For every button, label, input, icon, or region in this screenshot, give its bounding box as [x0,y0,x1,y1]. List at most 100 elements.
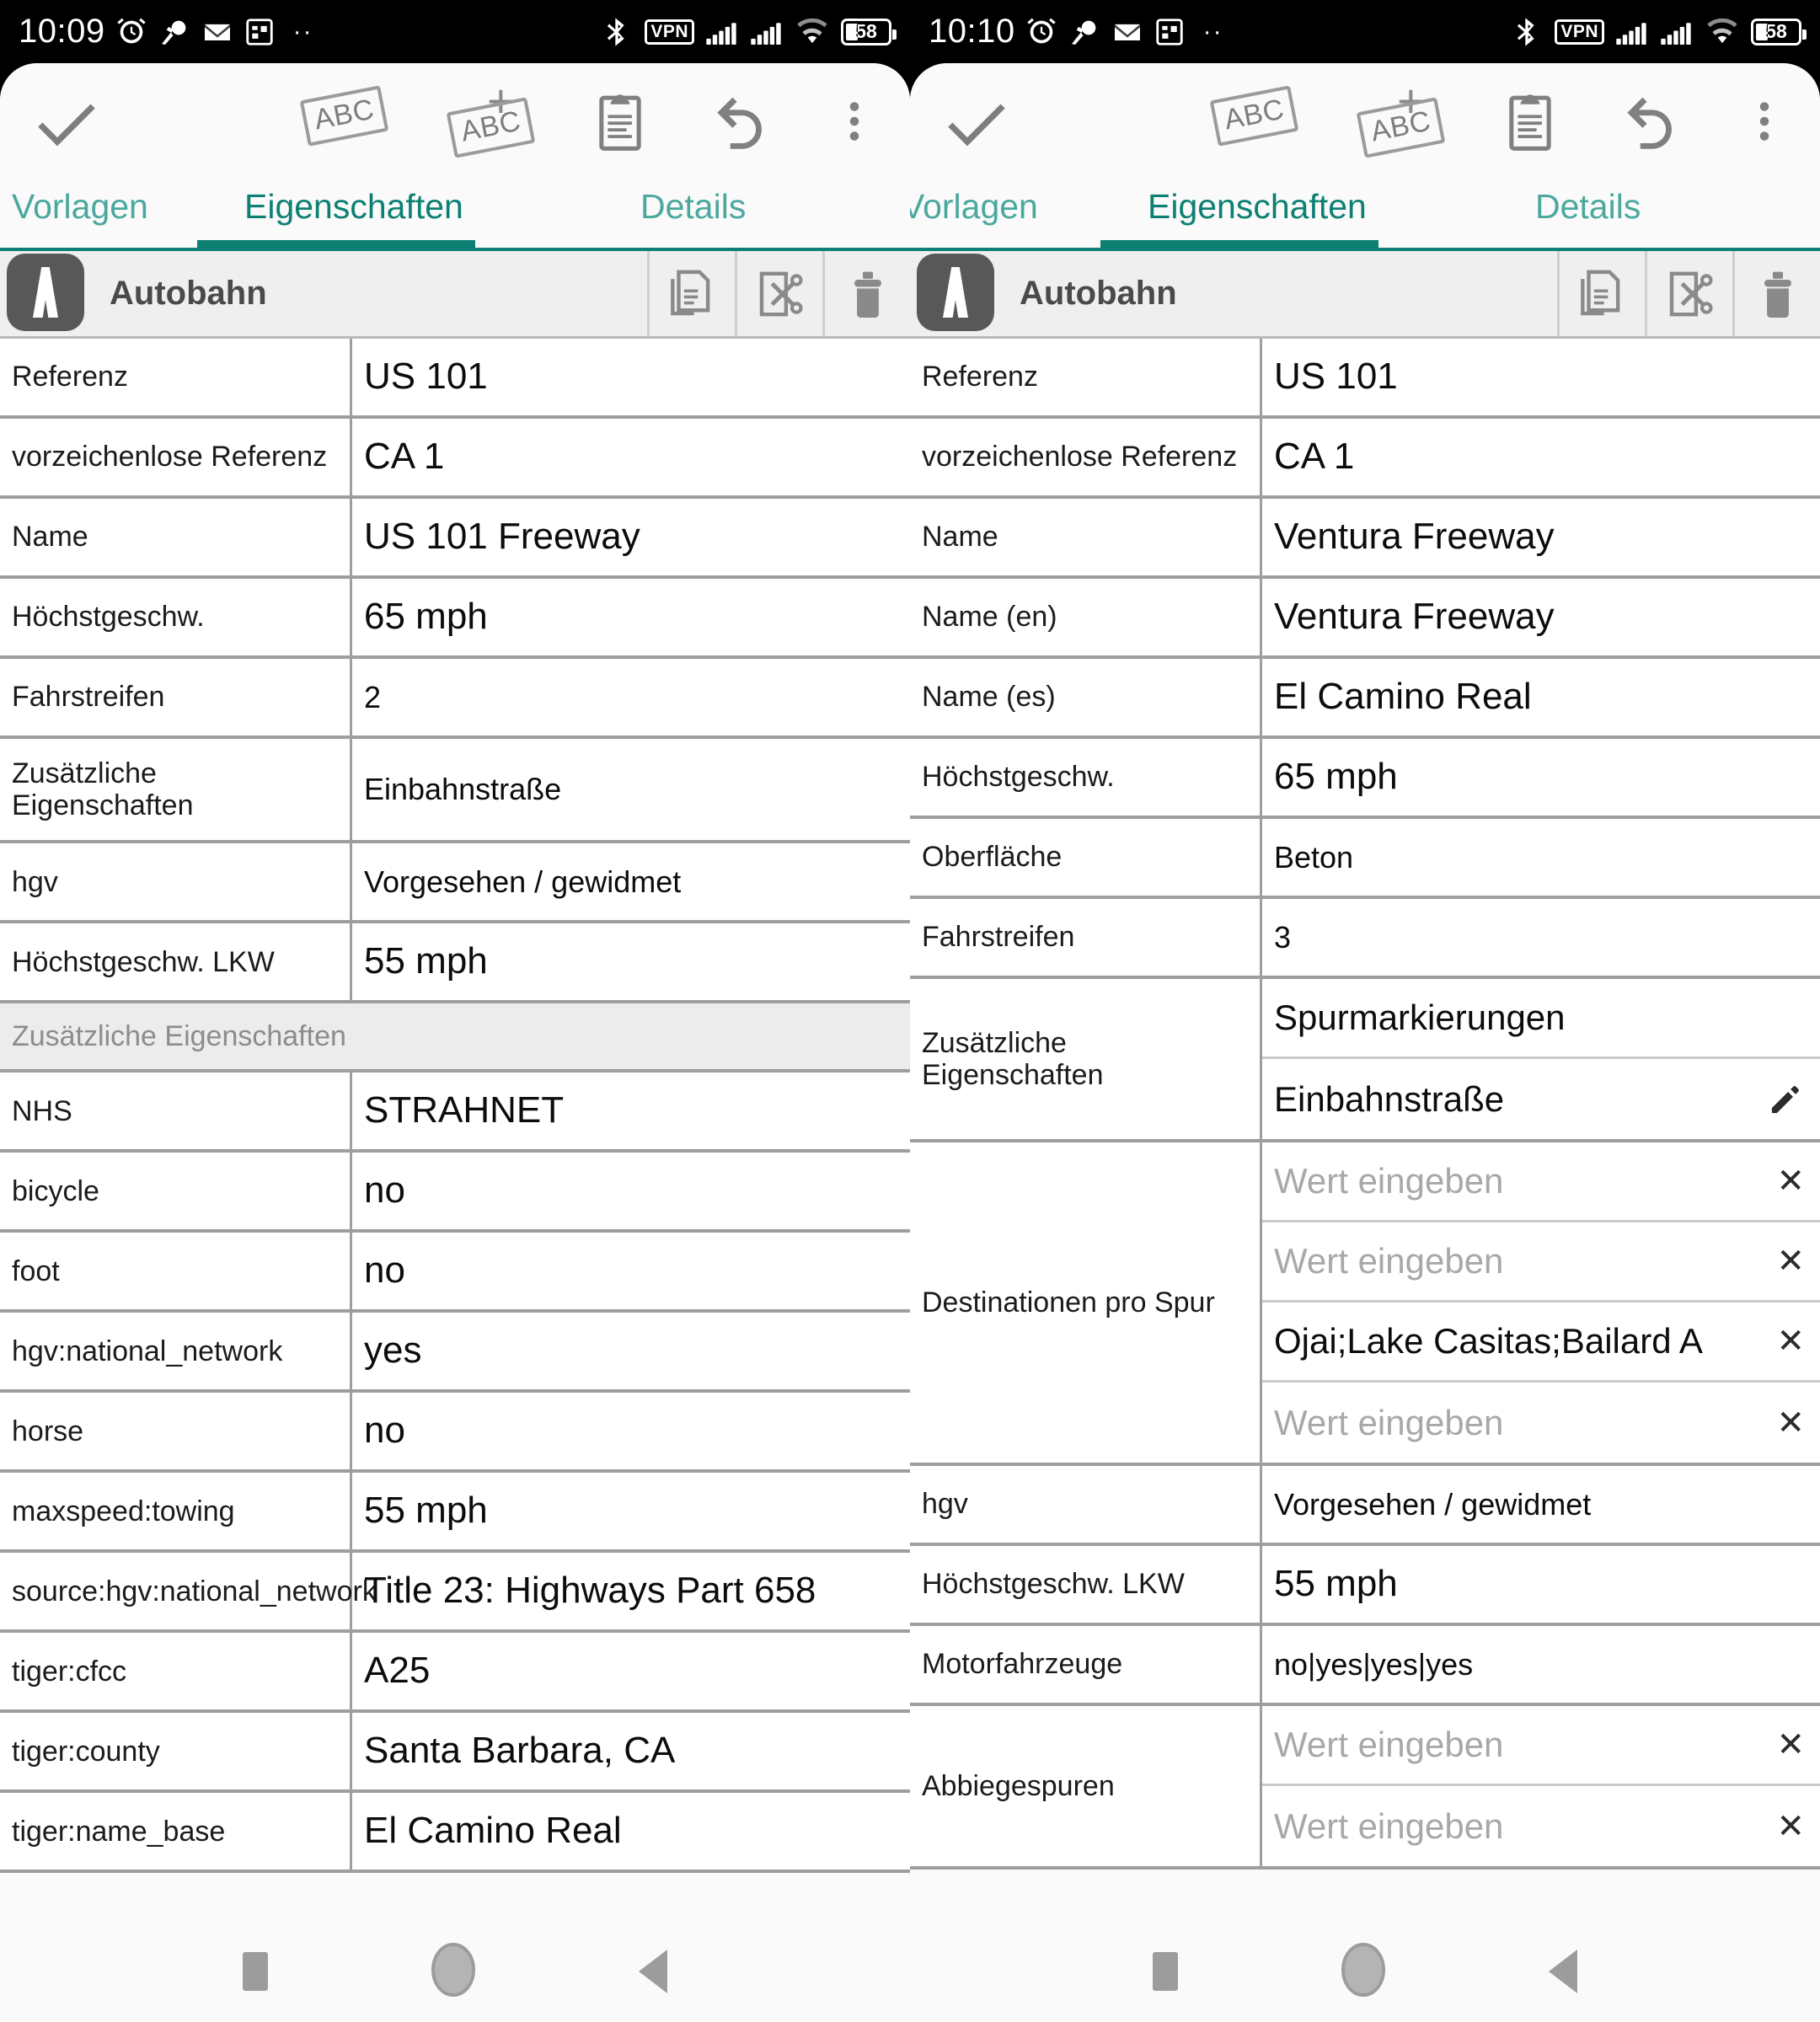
tab-eigenschaften[interactable]: Eigenschaften [1148,187,1367,226]
table-row[interactable]: Abbiegespuren Wert eingeben ✕ Wert eingeben… [910,1706,1820,1870]
delete-icon[interactable] [822,251,910,336]
undo-icon[interactable] [706,87,775,156]
table-row[interactable]: Höchstgeschw. 65 mph [0,579,910,659]
table-row[interactable]: Höchstgeschw. LKW 55 mph [910,1546,1820,1626]
value-input-empty[interactable]: Wert eingeben ✕ [1262,1706,1820,1786]
abc-plus-icon[interactable]: + ABC [442,78,536,162]
property-value[interactable]: 2 [364,679,382,714]
property-value[interactable]: El Camino Real [1274,676,1532,718]
table-row[interactable]: hgv Vorgesehen / gewidmet [910,1466,1820,1546]
clear-icon[interactable]: ✕ [1776,1323,1805,1360]
table-row[interactable]: tiger:cfcc A25 [0,1633,910,1714]
back-icon[interactable] [639,1950,667,1993]
table-row[interactable]: Name (es) El Camino Real [910,659,1820,739]
property-value[interactable]: 55 mph [364,940,488,982]
value-input-filled[interactable]: Spurmarkierungen [1262,979,1820,1059]
value-input-empty[interactable]: Wert eingeben ✕ [1262,1786,1820,1866]
table-row[interactable]: maxspeed:towing 55 mph [0,1473,910,1554]
table-row[interactable]: tiger:county Santa Barbara, CA [0,1713,910,1794]
property-value[interactable]: 65 mph [1274,756,1398,798]
value-input-filled[interactable]: Ojai;Lake Casitas;Bailard A ✕ [1262,1303,1820,1383]
clear-icon[interactable]: ✕ [1776,1243,1805,1280]
property-value[interactable]: no|yes|yes|yes [1274,1646,1474,1682]
copy-icon[interactable] [647,251,735,336]
property-value[interactable]: no [364,1410,405,1452]
property-value[interactable]: CA 1 [1274,436,1355,478]
value-input-empty[interactable]: Wert eingeben ✕ [1262,1142,1820,1222]
property-value[interactable]: no [364,1249,405,1292]
table-row[interactable]: Destinationen pro Spur Wert eingeben ✕ Wert… [910,1142,1820,1466]
table-row[interactable]: Höchstgeschw. LKW 55 mph [0,923,910,1004]
property-value[interactable]: US 101 Freeway [364,516,640,558]
table-row[interactable]: Name (en) Ventura Freeway [910,579,1820,659]
tab-vorlagen[interactable]: Vorlagen [910,187,1038,226]
cut-icon[interactable] [1645,251,1732,336]
table-row[interactable]: tiger:name_base El Camino Real [0,1793,910,1874]
property-value[interactable]: Vorgesehen / gewidmet [1274,1486,1592,1522]
table-row[interactable]: NHS STRAHNET [0,1073,910,1153]
property-value[interactable]: Title 23: Highways Part 658 [364,1570,816,1612]
value-input-empty[interactable]: Wert eingeben ✕ [1262,1383,1820,1463]
table-row[interactable]: vorzeichenlose Referenz CA 1 [910,419,1820,499]
table-row[interactable]: vorzeichenlose Referenz CA 1 [0,419,910,499]
overflow-menu-icon[interactable] [829,96,880,147]
property-value[interactable]: Einbahnstraße [364,772,562,807]
abc-icon[interactable]: ABC [295,81,389,162]
property-value[interactable]: 55 mph [364,1490,488,1532]
property-value[interactable]: Ventura Freeway [1274,516,1555,558]
property-value[interactable]: no [364,1169,405,1212]
clear-icon[interactable]: ✕ [1776,1726,1805,1763]
table-row[interactable]: Referenz US 101 [910,339,1820,419]
abc-plus-icon[interactable]: + ABC [1352,78,1446,162]
clear-icon[interactable]: ✕ [1776,1807,1805,1845]
recent-apps-icon[interactable] [1153,1952,1178,1991]
table-row[interactable]: source:hgv:national_network Title 23: Hig… [0,1553,910,1634]
property-value[interactable]: US 101 [364,356,488,398]
table-row[interactable]: Fahrstreifen 2 [0,659,910,739]
property-value[interactable]: El Camino Real [364,1810,622,1852]
table-row[interactable]: Motorfahrzeuge no|yes|yes|yes [910,1626,1820,1706]
value-input-filled[interactable]: Einbahnstraße [1262,1059,1820,1139]
property-value[interactable]: Santa Barbara, CA [364,1730,676,1772]
home-icon[interactable] [1338,1942,1389,2002]
clear-icon[interactable]: ✕ [1776,1404,1805,1442]
table-row[interactable]: bicycle no [0,1153,910,1233]
clear-icon[interactable]: ✕ [1776,1163,1805,1200]
property-value[interactable]: US 101 [1274,356,1398,398]
check-icon[interactable] [29,83,104,159]
check-icon[interactable] [939,83,1014,159]
table-row[interactable]: Oberfläche Beton [910,819,1820,899]
property-value[interactable]: STRAHNET [364,1089,565,1131]
clipboard-icon[interactable] [1498,89,1562,153]
tab-vorlagen[interactable]: Vorlagen [12,187,148,226]
table-row[interactable]: Höchstgeschw. 65 mph [910,739,1820,819]
tab-details[interactable]: Details [1535,187,1641,226]
property-value[interactable]: Ventura Freeway [1274,596,1555,638]
back-icon[interactable] [1549,1950,1577,1993]
property-value[interactable]: 65 mph [364,596,488,638]
property-value[interactable]: yes [364,1329,422,1372]
table-row[interactable]: foot no [0,1233,910,1313]
delete-icon[interactable] [1732,251,1820,336]
property-value[interactable]: Vorgesehen / gewidmet [364,864,682,899]
property-value[interactable]: CA 1 [364,436,445,478]
table-row[interactable]: hgv:national_network yes [0,1313,910,1393]
property-value[interactable]: 55 mph [1274,1563,1398,1605]
table-row[interactable]: Referenz US 101 [0,339,910,419]
table-row[interactable]: hgv Vorgesehen / gewidmet [0,843,910,924]
pencil-icon[interactable] [1766,1080,1805,1119]
tab-details[interactable]: Details [640,187,747,226]
abc-icon[interactable]: ABC [1205,81,1299,162]
property-value[interactable]: 3 [1274,919,1292,955]
table-row[interactable]: Name US 101 Freeway [0,499,910,579]
tab-eigenschaften[interactable]: Eigenschaften [244,187,463,226]
table-row[interactable]: Zusätzliche Eigenschaften Spurmarkierunge… [910,979,1820,1142]
table-row[interactable]: horse no [0,1393,910,1474]
property-value[interactable]: A25 [364,1650,431,1692]
table-row[interactable]: Zusätzliche Eigenschaften Einbahnstraße [0,739,910,844]
copy-icon[interactable] [1557,251,1645,336]
clipboard-icon[interactable] [588,89,652,153]
recent-apps-icon[interactable] [243,1952,268,1991]
table-row[interactable]: Name Ventura Freeway [910,499,1820,579]
undo-icon[interactable] [1616,87,1685,156]
